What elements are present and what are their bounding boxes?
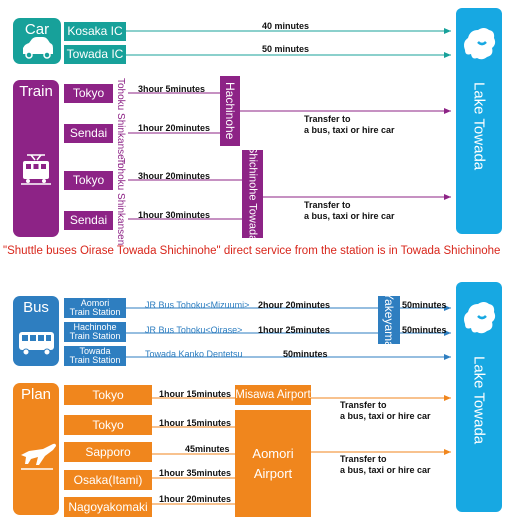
bus-company-label: JR Bus Tohoku<Oirase>: [145, 325, 243, 335]
train-transfer-note: Transfer to a bus, taxi or hire car: [304, 114, 395, 135]
plane-transfer-note: Transfer to a bus, taxi or hire car: [340, 454, 431, 475]
hachinohe-station: Hachinohe: [220, 76, 240, 146]
plane-origin-tokyo: Tokyo: [64, 385, 152, 405]
bus-time-label: 50minutes: [402, 325, 447, 335]
bus-origin-towada: Towada Train Station: [64, 346, 126, 366]
plane-origin-nagoya: Nagoyakomaki: [64, 497, 152, 517]
shinkansen-line-label: Tohoku Shinkansen: [115, 78, 126, 166]
yakeyama-stop: Yakeyama: [378, 292, 400, 348]
plane-transfer-note: Transfer to a bus, taxi or hire car: [340, 400, 431, 421]
train-origin-sendai: Sendai: [64, 124, 113, 143]
plane-time-label: 1hour 15minutes: [159, 418, 232, 428]
lake-towada-map-icon: [464, 302, 496, 334]
car-category: Car: [13, 18, 61, 64]
bus-origin-hachinohe: Hachinohe Train Station: [64, 322, 126, 342]
bus-time-label: 50minutes: [283, 349, 328, 359]
train-time-label: 3hour 5minutes: [138, 84, 206, 94]
plane-time-label: 45minutes: [185, 444, 230, 454]
plane-time-label: 1hour 35minutes: [159, 468, 232, 478]
bus-company-label: JR Bus Tohoku<Mizuumi>: [145, 300, 250, 310]
plane-origin-osaka: Osaka(Itami): [64, 470, 152, 490]
plane-origin-tokyo: Tokyo: [64, 415, 152, 435]
plane-time-label: 1hour 15minutes: [159, 389, 232, 399]
shinkansen-line-label: Tohoku Shinkansen: [115, 158, 126, 246]
bus-time-label: 1hour 25minutes: [258, 325, 331, 335]
lake-towada-destination: Lake Towada: [456, 8, 502, 234]
aomori-airport: Aomori Airport: [235, 410, 311, 517]
shichinohe-towada-station: Shichinohe Towada: [242, 146, 263, 242]
train-icon: [21, 154, 51, 185]
train-category: Train: [13, 80, 59, 237]
car-icon: [23, 37, 53, 59]
train-origin-sendai: Sendai: [64, 211, 113, 230]
train-time-label: 1hour 30minutes: [138, 210, 211, 220]
airplane-icon: [21, 443, 56, 470]
car-time-label: 40 minutes: [262, 21, 310, 31]
car-origin-kosaka: Kosaka IC: [64, 22, 126, 41]
car-time-label: 50 minutes: [262, 44, 310, 54]
train-time-label: 1hour 20minutes: [138, 123, 211, 133]
train-transfer-note: Transfer to a bus, taxi or hire car: [304, 200, 395, 221]
bus-time-label: 2hour 20minutes: [258, 300, 331, 310]
train-origin-tokyo: Tokyo: [64, 171, 113, 190]
plane-category: Plan: [13, 383, 59, 515]
bus-time-label: 50minutes: [402, 300, 447, 310]
lake-towada-map-icon: [464, 28, 496, 60]
bus-icon: [19, 332, 54, 356]
shuttle-bus-notice: "Shuttle buses Oirase Towada Shichinohe"…: [3, 245, 501, 257]
plane-time-label: 1hour 20minutes: [159, 494, 232, 504]
lake-towada-destination: Lake Towada: [456, 282, 502, 512]
car-origin-towada: Towada IC: [64, 45, 126, 64]
train-time-label: 3hour 20minutes: [138, 171, 211, 181]
bus-category: Bus: [13, 296, 59, 366]
train-origin-tokyo: Tokyo: [64, 84, 113, 103]
misawa-airport: Misawa Airport: [235, 385, 311, 405]
bus-company-label: Towada Kanko Dentetsu: [145, 349, 243, 359]
bus-origin-aomori: Aomori Train Station: [64, 298, 126, 318]
plane-origin-sapporo: Sapporo: [64, 442, 152, 462]
